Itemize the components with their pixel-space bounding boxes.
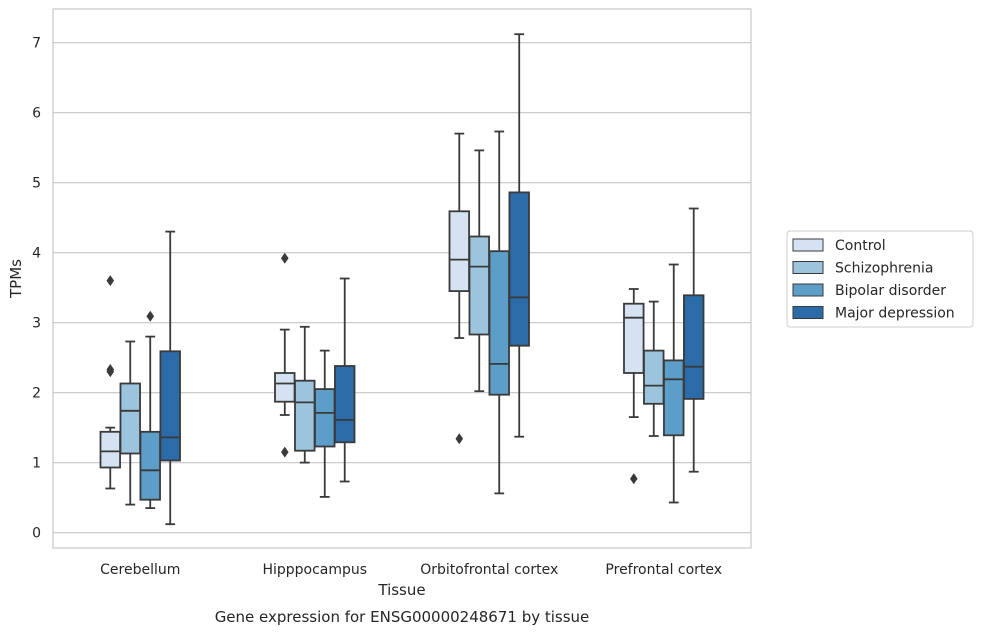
legend-label: Schizophrenia (835, 261, 933, 277)
box-body (99, 430, 121, 469)
box-0-0 (99, 275, 121, 490)
box-body (139, 430, 161, 501)
box-2-0 (139, 310, 161, 510)
y-tick-label: 6 (32, 106, 41, 122)
y-tick-label: 0 (32, 526, 41, 542)
legend-swatch (792, 283, 824, 297)
outlier-point (280, 252, 289, 264)
x-tick-label: Hipppocampus (262, 562, 367, 578)
outlier-point (146, 310, 155, 322)
legend-swatch (792, 238, 824, 252)
box-3-3 (683, 207, 705, 473)
legend-label: Control (835, 238, 886, 254)
x-tick-label: Orbitofrontal cortex (420, 562, 558, 578)
x-tick-label: Prefrontal cortex (605, 562, 722, 578)
box-body (683, 294, 705, 400)
box-body (274, 372, 296, 403)
y-tick-label: 7 (32, 36, 41, 52)
y-tick-labels: 0 1 2 3 4 5 6 7 (32, 36, 41, 542)
box-3-2 (508, 33, 530, 438)
box-2-3 (663, 263, 685, 504)
box-body (663, 359, 685, 437)
box-body (294, 379, 316, 452)
box-1-2 (468, 149, 490, 393)
x-axis-label: Tissue (377, 581, 425, 599)
box-1-1 (294, 325, 316, 464)
box-body (488, 250, 510, 396)
box-2-2 (488, 130, 510, 495)
legend-frame (786, 230, 974, 328)
legend-swatch (792, 306, 824, 319)
box-body (508, 191, 530, 347)
y-tick-label: 2 (32, 386, 41, 402)
y-tick-label: 3 (32, 316, 41, 332)
box-0-2 (448, 132, 470, 445)
boxes-layer (99, 33, 705, 526)
y-tick-label: 4 (32, 246, 41, 262)
box-2-1 (314, 349, 336, 498)
box-body (314, 388, 336, 448)
box-3-1 (334, 277, 356, 483)
outlier-point (455, 433, 464, 445)
legend-swatch (792, 261, 824, 274)
legend-label: Bipolar disorder (835, 283, 946, 299)
legend-label: Major depression (835, 306, 955, 322)
box-body (643, 349, 665, 405)
chart-title: Gene expression for ENSG00000248671 by t… (215, 608, 590, 626)
outlier-point (280, 446, 289, 458)
box-3-0 (159, 230, 181, 526)
box-body (468, 235, 490, 336)
box-body (623, 302, 645, 374)
outlier-point (106, 275, 115, 287)
outlier-point (629, 473, 638, 485)
box-0-3 (623, 288, 645, 485)
box-1-0 (119, 340, 141, 506)
y-tick-label: 5 (32, 176, 41, 192)
box-body (448, 210, 470, 293)
x-tick-label: Cerebellum (100, 562, 180, 578)
box-1-3 (643, 300, 665, 437)
y-tick-label: 1 (32, 456, 41, 472)
outlier-point (106, 364, 115, 375)
box-body (119, 382, 141, 455)
box-0-1 (274, 252, 296, 458)
plot-frame (52, 8, 752, 549)
y-axis-label: TPMs (7, 259, 25, 299)
x-tick-labels: Cerebellum Hipppocampus Orbitofrontal cort… (100, 562, 722, 578)
legend: Control Schizophrenia Bipolar disorder Majo… (786, 230, 974, 328)
box-body (159, 350, 181, 462)
box-body (334, 365, 356, 444)
